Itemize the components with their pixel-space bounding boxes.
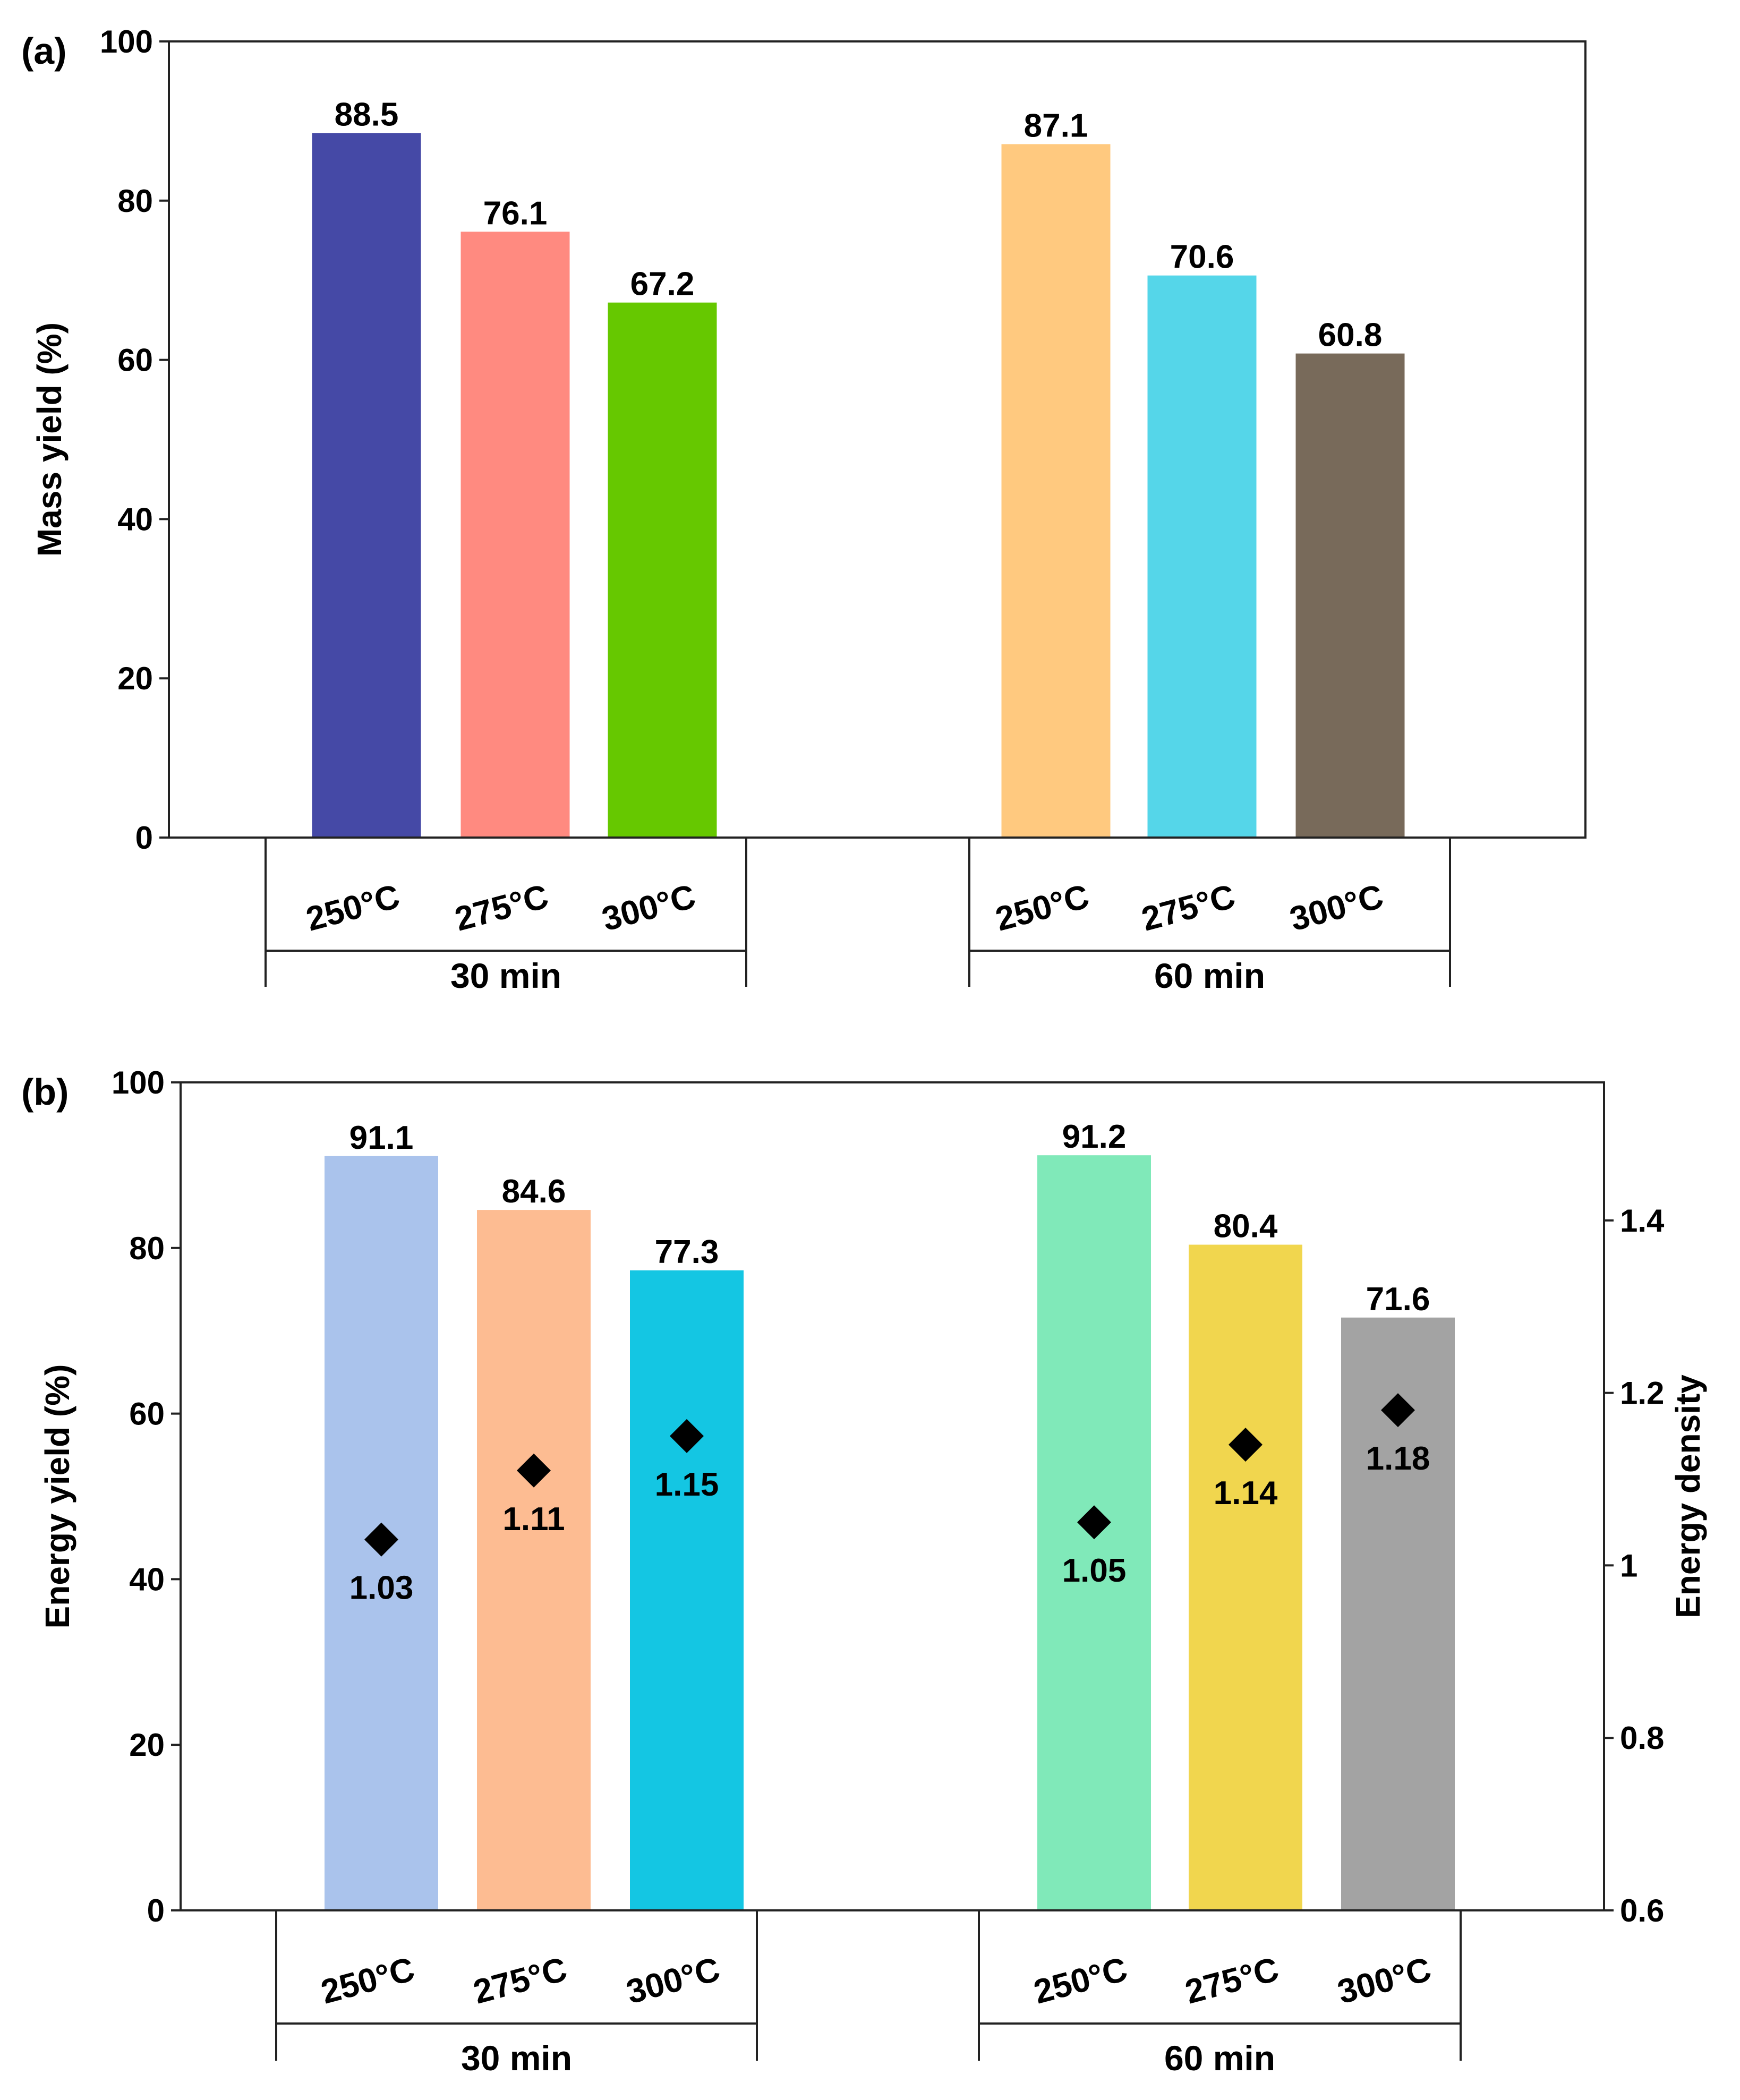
panel-b-y2-axis-title: Energy density (1669, 1375, 1707, 1618)
panel-a-data-label: 60.8 (1318, 317, 1383, 354)
panel-a-data-label: 88.5 (335, 96, 399, 133)
panel-b-data-label: 91.1 (349, 1120, 414, 1156)
panel-b-y2-tick-label: 1 (1620, 1548, 1637, 1583)
panel-b-y2-tick-label: 1.4 (1620, 1203, 1665, 1239)
panel-a-panel-label: (a) (21, 30, 67, 72)
panel-b-energy-density-label: 1.18 (1366, 1440, 1430, 1477)
panel-b-bar (1189, 1244, 1302, 1910)
panel-b-y2-tick-label: 0.8 (1620, 1720, 1664, 1756)
panel-b-panel-label: (b) (21, 1071, 69, 1113)
panel-a-category-label: 300°C (598, 877, 700, 938)
panel-a-data-label: 70.6 (1170, 239, 1234, 276)
panel-a-y-tick-label: 80 (117, 183, 153, 219)
panel-b-data-label: 84.6 (502, 1173, 566, 1210)
panel-b-category-box (275, 1910, 758, 2061)
panel-b-bar (630, 1270, 744, 1910)
panel-a-bar (608, 302, 717, 838)
panel-a-category-label: 275°C (1138, 877, 1239, 938)
panel-b-y-tick-label: 40 (129, 1561, 165, 1597)
panel-b-energy-density-label: 1.14 (1214, 1475, 1278, 1512)
panel-b-energy-density-label: 1.15 (655, 1466, 719, 1503)
panel-b-energy-density-marker (364, 1522, 398, 1557)
panel-a-y-tick-label: 40 (117, 501, 153, 537)
panel-b-energy-density-marker (1381, 1393, 1415, 1428)
panel-a-category-label: 250°C (992, 877, 1093, 938)
panel-a-category-label: 300°C (1286, 877, 1387, 938)
panel-a-y-tick-label: 20 (117, 661, 153, 696)
panel-b-data-label: 77.3 (655, 1234, 719, 1270)
panel-b-y-tick-label: 0 (147, 1893, 165, 1928)
panel-a-group-label: 60 min (1154, 956, 1265, 995)
panel-b-energy-density-label: 1.03 (349, 1570, 414, 1607)
panel-b-group-label: 30 min (461, 2038, 572, 2078)
panel-a-y-tick-label: 100 (100, 24, 153, 59)
panel-b-energy-density-marker (1077, 1505, 1111, 1540)
panel-b-category-label: 250°C (317, 1950, 419, 2011)
panel-b-y-tick-label: 100 (112, 1065, 165, 1100)
panel-b-category-label: 275°C (470, 1950, 571, 2011)
panel-b-data-label: 80.4 (1214, 1208, 1278, 1245)
panel-a-group-label: 30 min (450, 956, 561, 995)
panel-b-category-box (978, 1910, 1462, 2061)
panel-b-y-axis-title: Energy yield (%) (38, 1364, 76, 1629)
panel-a-category-label: 275°C (451, 877, 552, 938)
panel-b-y-tick-label: 20 (129, 1727, 165, 1763)
panel-b-group-label: 60 min (1164, 2038, 1275, 2078)
panel-a-y-tick-label: 0 (135, 820, 153, 856)
panel-b-category-label: 275°C (1181, 1950, 1283, 2011)
panel-a-bar (1147, 275, 1257, 838)
panel-a-category-box (968, 838, 1451, 987)
panel-a-data-label: 76.1 (483, 195, 548, 232)
panel-b-plot-frame (180, 1081, 1605, 1911)
panel-a-bar (312, 133, 421, 838)
panel-b-energy-density-marker (517, 1453, 551, 1488)
panel-b-energy-density-label: 1.05 (1062, 1552, 1127, 1589)
panel-b-energy-density-marker (670, 1419, 704, 1453)
panel-a-category-box (265, 838, 747, 987)
panel-b-energy-density-label: 1.11 (502, 1501, 565, 1538)
panel-a-data-label: 67.2 (630, 266, 695, 303)
panel-a-bar (1001, 144, 1111, 838)
panel-b-y-tick-label: 80 (129, 1231, 165, 1266)
panel-b-y-tick-label: 60 (129, 1396, 165, 1432)
panel-a-plot-frame (168, 40, 1587, 839)
panel-a-y-axis-title: Mass yield (%) (30, 322, 69, 557)
panel-b-y2-tick-label: 0.6 (1620, 1893, 1664, 1928)
panel-a-bar (460, 232, 570, 838)
panel-b-y2-tick-label: 1.2 (1620, 1376, 1664, 1411)
panel-b-bar (477, 1210, 591, 1910)
panel-a-data-label: 87.1 (1024, 107, 1088, 144)
panel-b-energy-density-marker (1229, 1428, 1263, 1462)
panel-b-data-label: 91.2 (1062, 1119, 1127, 1155)
panel-b-category-label: 300°C (622, 1950, 724, 2011)
panel-b-category-label: 250°C (1030, 1950, 1131, 2011)
panel-a-y-tick-label: 60 (117, 343, 153, 378)
panel-a-bar (1295, 353, 1405, 838)
panel-b-data-label: 71.6 (1366, 1281, 1430, 1318)
panel-b-category-label: 300°C (1334, 1950, 1435, 2011)
panel-a-category-label: 250°C (302, 877, 404, 938)
